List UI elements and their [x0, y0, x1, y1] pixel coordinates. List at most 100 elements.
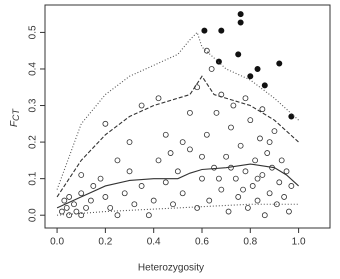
point: [162, 179, 169, 186]
point: [213, 109, 220, 116]
point: [63, 204, 70, 211]
x-tick-label: 0.2: [98, 237, 112, 248]
point: [218, 186, 225, 193]
point: [261, 212, 268, 219]
point: [114, 212, 121, 219]
point: [254, 197, 261, 204]
point: [225, 208, 232, 215]
x-tick-label: 0.6: [195, 237, 209, 248]
point: [249, 183, 256, 189]
point: [240, 186, 246, 193]
point: [126, 168, 133, 175]
point: [131, 201, 138, 208]
point: [121, 190, 128, 197]
point: [199, 153, 205, 160]
point: [261, 82, 268, 89]
x-tick-label: 0.8: [243, 237, 257, 248]
point: [208, 66, 215, 72]
point: [237, 142, 244, 149]
point: [232, 175, 239, 182]
y-axis-label: FCT: [9, 107, 22, 127]
point: [90, 183, 97, 189]
point: [215, 175, 222, 182]
point: [237, 11, 244, 18]
point: [237, 19, 244, 26]
point: [223, 153, 230, 160]
x-axis-label: Heterozygosity: [138, 263, 204, 274]
point: [162, 131, 169, 138]
point: [126, 139, 133, 145]
plot-frame: [44, 4, 331, 229]
point: [271, 128, 278, 135]
point: [145, 212, 152, 219]
point: [288, 113, 295, 120]
x-tick-label: 0.4: [147, 237, 161, 248]
point: [155, 157, 162, 164]
point: [66, 212, 73, 219]
point: [102, 120, 109, 127]
point: [78, 172, 85, 178]
point: [203, 131, 210, 138]
point: [203, 47, 210, 54]
point: [242, 95, 249, 102]
point: [167, 150, 174, 156]
point: [235, 51, 242, 58]
point: [254, 65, 261, 72]
point: [78, 190, 85, 197]
point: [170, 201, 176, 208]
point: [194, 204, 201, 211]
point: [138, 183, 145, 189]
point: [66, 194, 73, 200]
point: [206, 197, 213, 204]
point: [83, 204, 89, 211]
point: [102, 194, 109, 200]
point: [114, 157, 121, 164]
point: [194, 84, 201, 91]
quantile-line: [57, 203, 299, 216]
point: [247, 73, 254, 80]
point: [259, 106, 266, 113]
y-tick-label: 0.2: [28, 135, 39, 149]
point: [244, 204, 251, 211]
point: [257, 135, 263, 142]
quantile-line: [56, 75, 299, 198]
point: [230, 102, 237, 109]
point: [201, 27, 208, 34]
y-tick-label: 0.0: [28, 208, 39, 222]
point: [107, 204, 114, 211]
point: [254, 175, 261, 182]
point: [228, 124, 234, 131]
point: [235, 194, 242, 200]
point: [283, 168, 290, 175]
y-tick-label: 0.4: [28, 62, 39, 76]
point: [276, 179, 283, 186]
point: [242, 168, 249, 175]
point: [187, 146, 193, 153]
point: [71, 201, 77, 208]
point: [179, 139, 186, 145]
point: [281, 194, 288, 200]
point: [288, 183, 295, 189]
point: [73, 208, 80, 215]
point: [155, 95, 162, 102]
y-label-sub: CT: [11, 107, 21, 120]
point: [266, 139, 273, 145]
point: [199, 175, 205, 182]
quantile-line: [56, 163, 299, 209]
y-label-main: F: [9, 120, 20, 127]
x-tick-label: 1.0: [292, 237, 306, 248]
point: [179, 190, 186, 197]
point: [211, 164, 217, 171]
point: [286, 208, 292, 215]
point: [259, 172, 266, 178]
point: [150, 197, 157, 204]
x-tick-label: 0.0: [50, 237, 64, 248]
point: [276, 60, 283, 67]
point: [266, 190, 273, 197]
point: [59, 208, 65, 215]
point: [264, 150, 271, 156]
y-tick-label: 0.5: [28, 25, 39, 39]
y-tick-label: 0.1: [28, 171, 39, 185]
point: [61, 197, 68, 204]
